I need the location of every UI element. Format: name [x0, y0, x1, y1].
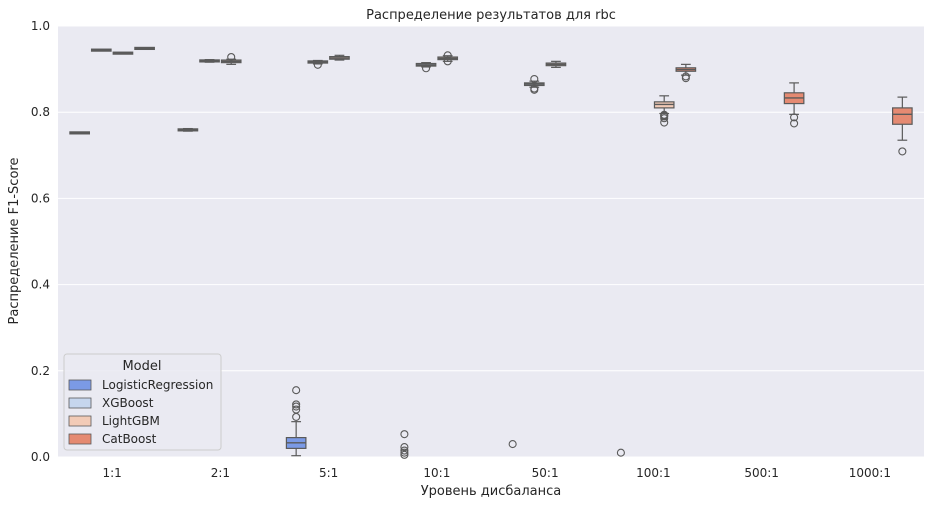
box-logisticregression-5 [616, 448, 625, 457]
legend-swatch [68, 415, 92, 427]
box-lightgbm-5 [653, 95, 675, 127]
box-logisticregression-3 [400, 430, 409, 459]
outlier-point [400, 448, 409, 457]
y-axis-ticks: 0.0 0.2 0.4 0.6 0.8 1.0 [31, 19, 50, 464]
y-tick-label: 1.0 [31, 19, 50, 33]
outlier-point [790, 113, 799, 122]
boxes [69, 46, 913, 459]
legend-title: Model [122, 359, 161, 374]
box-xgboost-3 [415, 62, 437, 73]
x-tick-label: 50:1 [532, 466, 559, 480]
box-logisticregression-1 [177, 127, 199, 132]
outlier-point [790, 119, 799, 128]
y-tick-label: 0.6 [31, 191, 50, 205]
box-xgboost-1 [199, 59, 220, 63]
outlier-point [400, 450, 409, 459]
outlier-point [227, 52, 236, 62]
legend-swatch [68, 379, 92, 391]
outlier-point [681, 72, 690, 81]
legend-label: XGBoost [102, 396, 154, 410]
chart-title: Распределение результатов для rbc [366, 8, 616, 23]
box-xgboost-4 [523, 74, 545, 94]
outlier-point [508, 440, 517, 449]
box-logisticregression-4 [508, 440, 517, 449]
x-tick-label: 2:1 [211, 466, 230, 480]
box-lightgbm-0 [112, 51, 134, 55]
x-tick-label: 500:1 [744, 466, 779, 480]
x-axis-ticks: 1:1 2:1 5:1 10:1 50:1 100:1 500:1 1000:1 [102, 466, 891, 480]
box-logisticregression-0 [69, 131, 90, 135]
outlier-point [313, 60, 322, 69]
outlier-point [616, 448, 625, 457]
y-tick-label: 0.2 [31, 364, 50, 378]
box-xgboost-2 [307, 59, 329, 69]
legend-label: LightGBM [102, 414, 160, 428]
outlier-point [400, 443, 409, 452]
box-logisticregression-2 [285, 386, 307, 457]
y-tick-label: 0.0 [31, 450, 50, 464]
outlier-point [400, 430, 409, 439]
x-tick-label: 100:1 [636, 466, 671, 480]
box-catboost-6 [783, 82, 805, 128]
x-axis-title: Уровень дисбаланса [421, 484, 562, 499]
outlier-point [400, 446, 409, 455]
box-lightgbm-4 [545, 60, 567, 68]
outlier-point [292, 402, 301, 411]
legend-items: LogisticRegression XGBoost LightGBM CatBoos… [68, 378, 213, 446]
outlier-point [292, 400, 301, 409]
legend-label: LogisticRegression [102, 378, 213, 392]
outlier-point [443, 51, 452, 60]
y-tick-label: 0.8 [31, 105, 50, 119]
legend-swatch [68, 433, 92, 445]
box-lightgbm-3 [437, 51, 459, 66]
outlier-point [443, 57, 452, 66]
box-catboost-7 [892, 96, 913, 156]
outlier-point [898, 147, 907, 156]
box-xgboost-0 [90, 48, 112, 52]
x-tick-label: 1000:1 [849, 466, 891, 480]
legend-label: CatBoost [102, 432, 157, 446]
outlier-point [530, 84, 539, 93]
y-tick-label: 0.4 [31, 278, 50, 292]
legend-frame [63, 353, 222, 451]
x-tick-label: 5:1 [319, 466, 338, 480]
outlier-point [292, 386, 301, 395]
box-lightgbm-2 [329, 54, 350, 61]
box-catboost-5 [675, 63, 697, 83]
grid [58, 25, 924, 458]
legend: Model LogisticRegression XGBoost LightGBM C… [63, 353, 222, 451]
box-lightgbm-1 [220, 52, 242, 65]
x-tick-label: 1:1 [102, 466, 121, 480]
outlier-point [530, 74, 539, 84]
y-axis-title: Распределение F1-Score [7, 158, 22, 325]
x-tick-label: 10:1 [423, 466, 450, 480]
outlier-point [292, 405, 301, 414]
outlier-point [421, 64, 431, 73]
box-catboost-0 [134, 46, 155, 51]
legend-swatch [68, 397, 92, 409]
box-body [892, 107, 913, 125]
outlier-point [660, 110, 669, 119]
